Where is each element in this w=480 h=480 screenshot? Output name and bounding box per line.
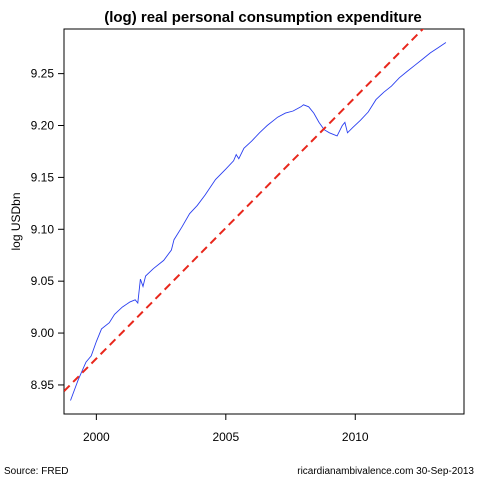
y-axis: 8.95 9.00 9.05 9.10 9.15 9.20 9.25 [31,67,64,392]
x-axis: 2000 2005 2010 [83,414,369,444]
consumption-line [70,42,447,401]
plot-frame [63,28,465,415]
trend-line [64,29,425,392]
y-tick-label: 9.00 [31,326,55,340]
chart-title: (log) real personal consumption expendit… [104,9,422,26]
y-tick-label: 9.15 [31,170,55,184]
y-tick-label: 9.25 [31,67,55,81]
footer-source: Source: FRED [4,466,69,477]
y-tick-label: 9.05 [31,274,55,288]
y-tick-label: 9.10 [31,222,55,236]
y-axis-label: log USDbn [9,192,23,250]
x-tick-label: 2005 [212,430,239,444]
x-tick-label: 2010 [342,430,369,444]
series-layer [64,29,447,401]
footer-credit: ricardianambivalence.com 30-Sep-2013 [297,466,474,477]
y-tick-label: 9.20 [31,119,55,133]
y-tick-label: 8.95 [31,378,55,392]
x-tick-label: 2000 [83,430,110,444]
